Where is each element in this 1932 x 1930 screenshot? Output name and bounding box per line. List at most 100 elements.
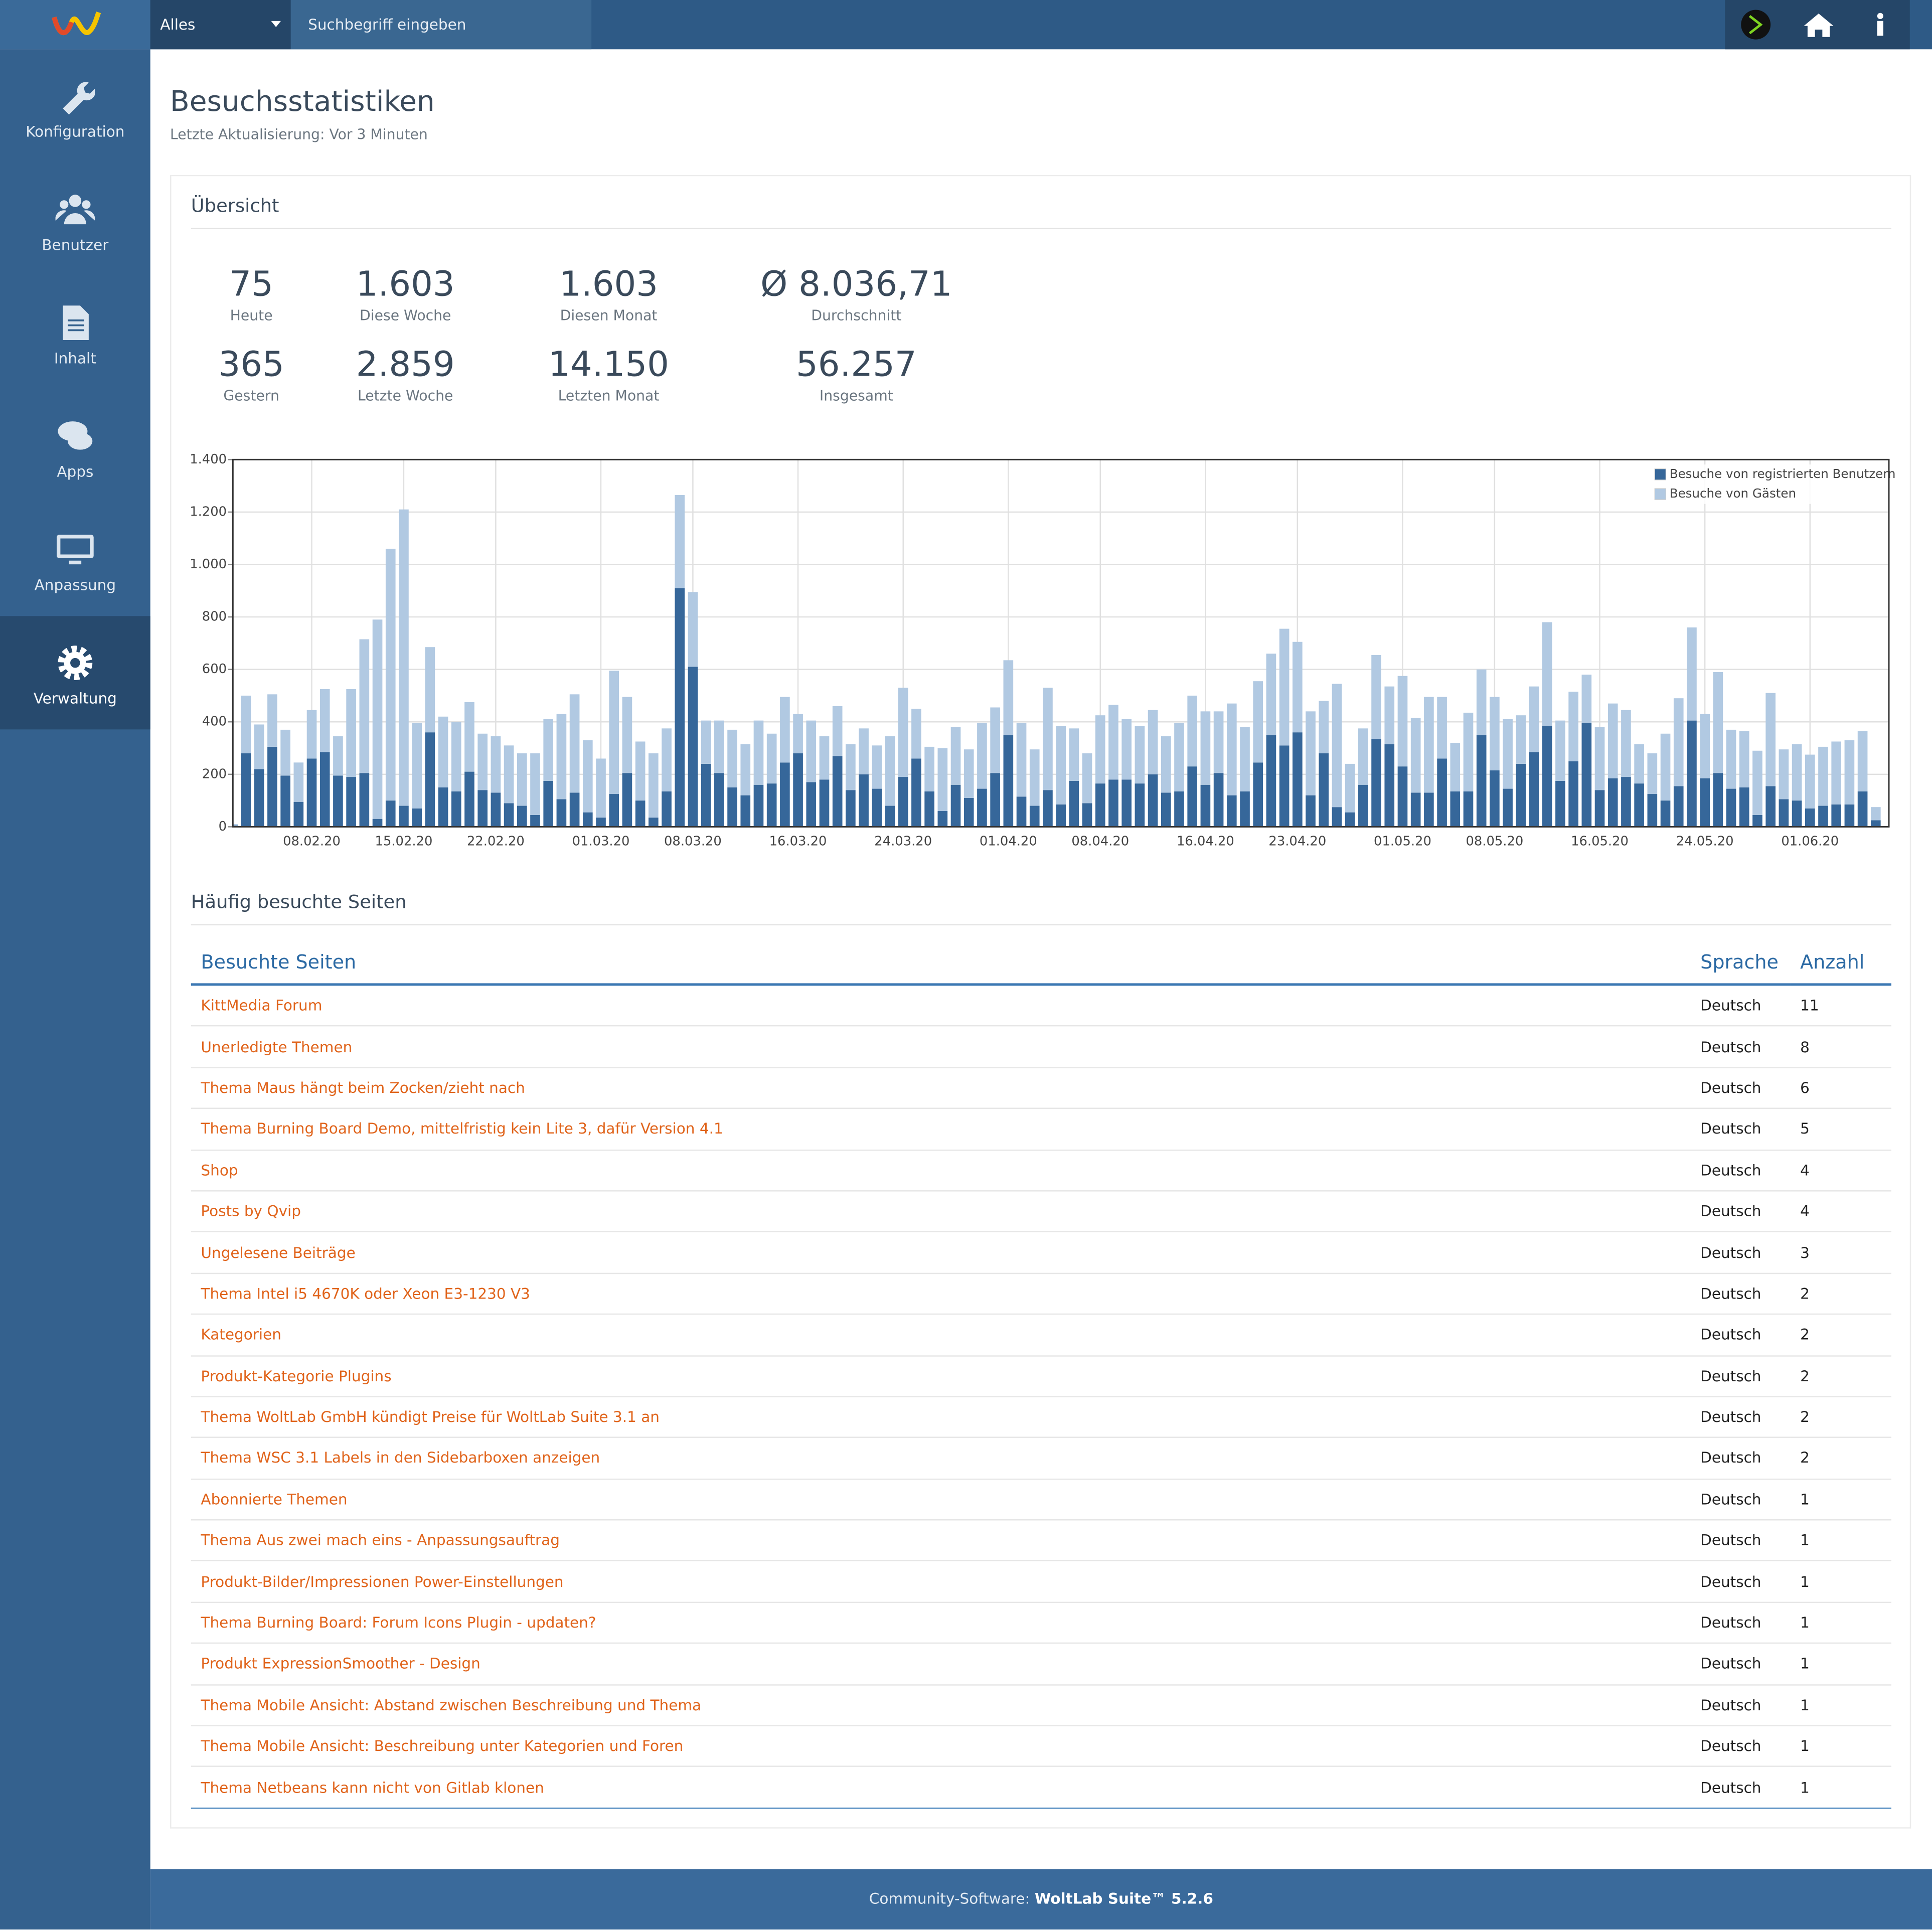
page-link[interactable]: Thema Intel i5 4670K oder Xeon E3-1230 V…: [191, 1273, 1691, 1315]
bar-segment: [543, 780, 554, 827]
stat-label: Durchschnitt: [811, 306, 902, 325]
x-tick-label: 16.05.20: [1571, 834, 1629, 849]
bar-segment: [1293, 732, 1303, 827]
menu-item[interactable]: Apps: [0, 389, 150, 503]
page-link[interactable]: Shop: [191, 1150, 1691, 1192]
bar-segment: [241, 753, 251, 827]
language: Deutsch: [1690, 1602, 1791, 1644]
bar-segment: [530, 753, 540, 815]
bar-segment: [806, 782, 817, 827]
bar-segment: [609, 671, 619, 794]
bar-segment: [1634, 744, 1644, 784]
bar-segment: [1463, 712, 1474, 791]
page-link[interactable]: Produkt ExpressionSmoother - Design: [191, 1643, 1691, 1685]
page-link[interactable]: Produkt-Kategorie Plugins: [191, 1355, 1691, 1397]
logo[interactable]: [0, 0, 150, 50]
page-link[interactable]: Thema Mobile Ansicht: Abstand zwischen B…: [191, 1684, 1691, 1726]
bar-segment: [1174, 791, 1184, 827]
page-link[interactable]: Produkt-Bilder/Impressionen Power-Einste…: [191, 1561, 1691, 1603]
bar-segment: [1187, 766, 1198, 827]
page-link[interactable]: Abonnierte Themen: [191, 1479, 1691, 1521]
x-tick-label: 24.03.20: [874, 834, 932, 849]
page-link[interactable]: Thema WoltLab GmbH kündigt Preise für Wo…: [191, 1396, 1691, 1438]
bar-segment: [1700, 778, 1710, 827]
bar-segment: [846, 744, 856, 790]
bar-segment: [1187, 695, 1198, 767]
stat-label: Insgesamt: [819, 387, 893, 404]
bar-segment: [1490, 697, 1500, 770]
count: 5: [1790, 1108, 1891, 1151]
page-link[interactable]: Thema Maus hängt beim Zocken/zieht nach: [191, 1067, 1691, 1109]
search-input[interactable]: Suchbegriff eingeben: [290, 0, 592, 50]
page-link[interactable]: Thema Burning Board: Forum Icons Plugin …: [191, 1602, 1691, 1644]
page-link[interactable]: Thema Mobile Ansicht: Beschreibung unter…: [191, 1725, 1691, 1767]
bar-segment: [1016, 723, 1027, 797]
page-link[interactable]: Thema Aus zwei mach eins - Anpassungsauf…: [191, 1520, 1691, 1562]
page-link[interactable]: Thema Burning Board Demo, mittelfristig …: [191, 1108, 1691, 1151]
bar-segment: [714, 773, 724, 827]
bar-segment: [372, 619, 383, 819]
bar-segment: [1424, 697, 1434, 793]
stat: 365 Gestern: [116, 343, 387, 404]
bar-segment: [846, 790, 856, 827]
pages-table: Besuchte Seiten Sprache Anzahl KittMedia…: [191, 940, 1891, 1809]
bar-segment: [1108, 705, 1118, 780]
bar-segment: [675, 588, 685, 827]
stat-label: Diesen Monat: [560, 306, 658, 325]
footer-product[interactable]: WoltLab Suite™ 5.2.6: [1034, 1890, 1213, 1907]
bar-segment: [517, 753, 527, 806]
bar-segment: [241, 695, 251, 753]
stat-label: Letzten Monat: [558, 387, 660, 404]
bar-segment: [766, 733, 777, 784]
menu-item[interactable]: Benutzer: [0, 163, 150, 276]
bar-segment: [333, 775, 343, 827]
menu-item[interactable]: Inhalt: [0, 276, 150, 389]
language: Deutsch: [1690, 1437, 1791, 1480]
bar-segment: [1503, 719, 1513, 789]
count: 2: [1790, 1273, 1891, 1315]
bar-segment: [438, 716, 448, 787]
page-link[interactable]: Thema WSC 3.1 Labels in den Sidebarboxen…: [191, 1437, 1691, 1480]
x-tick-label: 08.02.20: [283, 834, 341, 849]
count: 6: [1790, 1067, 1891, 1109]
page-link[interactable]: Kategorien: [191, 1314, 1691, 1356]
bar-segment: [1857, 791, 1868, 827]
bar-segment: [688, 667, 698, 827]
bar-segment: [688, 592, 698, 667]
menu-item[interactable]: Verwaltung: [0, 616, 150, 730]
bar-segment: [885, 806, 895, 827]
bar-segment: [1253, 681, 1263, 763]
bar-segment: [1713, 672, 1723, 773]
bar-segment: [425, 732, 435, 827]
stat: Ø 8.036,71 Durchschnitt: [721, 262, 992, 324]
page-link[interactable]: Unerledigte Themen: [191, 1026, 1691, 1068]
bar-segment: [1594, 790, 1605, 827]
bar-segment: [346, 777, 356, 827]
table-row: Thema Netbeans kann nicht von Gitlab klo…: [191, 1766, 1891, 1809]
bar-segment: [1279, 745, 1290, 827]
search-scope[interactable]: Alles: [150, 0, 291, 50]
bar-segment: [622, 697, 632, 773]
page-link[interactable]: Ungelesene Beiträge: [191, 1232, 1691, 1274]
page-link[interactable]: Posts by Qvip: [191, 1191, 1691, 1233]
menu-item[interactable]: Konfiguration: [0, 49, 150, 163]
bar-segment: [727, 729, 737, 787]
page-link[interactable]: Thema Netbeans kann nicht von Gitlab klo…: [191, 1766, 1691, 1809]
legend-label: Besuche von Gästen: [1670, 486, 1796, 501]
language: Deutsch: [1690, 1108, 1791, 1151]
icon: [57, 535, 94, 565]
bar-segment: [1003, 735, 1014, 827]
sidebar: Konfiguration Benutzer Inhalt Apps Anpas…: [0, 49, 150, 1930]
bar-segment: [1476, 669, 1487, 735]
x-tick-label: 16.03.20: [769, 834, 827, 849]
count: 1: [1790, 1602, 1891, 1644]
bar-segment: [1660, 733, 1671, 801]
page-link[interactable]: KittMedia Forum: [191, 984, 1691, 1027]
bar-segment: [1266, 735, 1276, 827]
table-row: Thema Maus hängt beim Zocken/zieht nach D…: [191, 1067, 1891, 1109]
stat: 1.603 Diese Woche: [270, 262, 541, 324]
bar-segment: [832, 756, 843, 827]
bar-segment: [1765, 693, 1776, 786]
menu-item[interactable]: Anpassung: [0, 503, 150, 616]
bar-segment: [1529, 752, 1539, 827]
